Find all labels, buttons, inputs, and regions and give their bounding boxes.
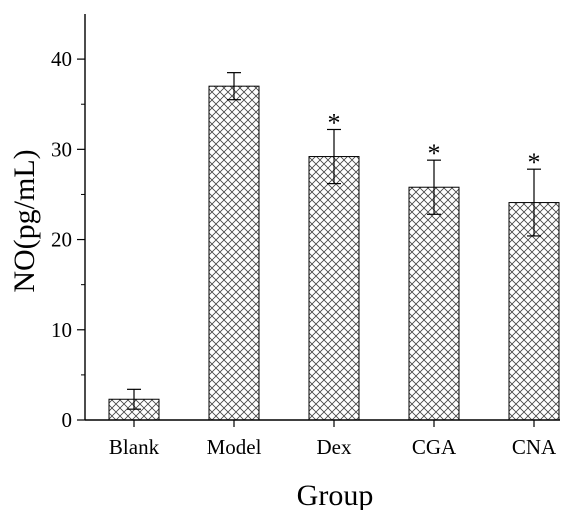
y-tick-label-10: 10 xyxy=(51,318,72,342)
y-tick-label-0: 0 xyxy=(62,408,73,432)
significance-markers-group: * * * xyxy=(328,108,541,177)
x-tick-label-blank: Blank xyxy=(109,435,160,459)
error-bars-group xyxy=(127,72,541,410)
x-tick-label-model: Model xyxy=(207,435,262,459)
bar-dex xyxy=(308,156,360,421)
significance-star-dex: * xyxy=(328,108,341,137)
axes-group xyxy=(77,14,560,427)
y-tick-label-40: 40 xyxy=(51,47,72,71)
y-tick-label-20: 20 xyxy=(51,228,72,252)
x-tick-label-cna: CNA xyxy=(512,435,557,459)
x-axis-title: Group xyxy=(297,479,374,510)
x-tick-label-cga: CGA xyxy=(412,435,457,459)
y-axis-title: NO(pg/mL) xyxy=(8,149,41,292)
significance-star-cna: * xyxy=(528,148,541,177)
bar-model xyxy=(208,85,260,421)
x-tick-label-dex: Dex xyxy=(317,435,352,459)
y-tick-label-30: 30 xyxy=(51,137,72,161)
significance-star-cga: * xyxy=(428,139,441,168)
bar-cga xyxy=(408,186,460,421)
tick-labels-group: Blank Model Dex CGA CNA 0 10 20 30 40 xyxy=(51,47,557,459)
bars-group xyxy=(108,85,560,421)
